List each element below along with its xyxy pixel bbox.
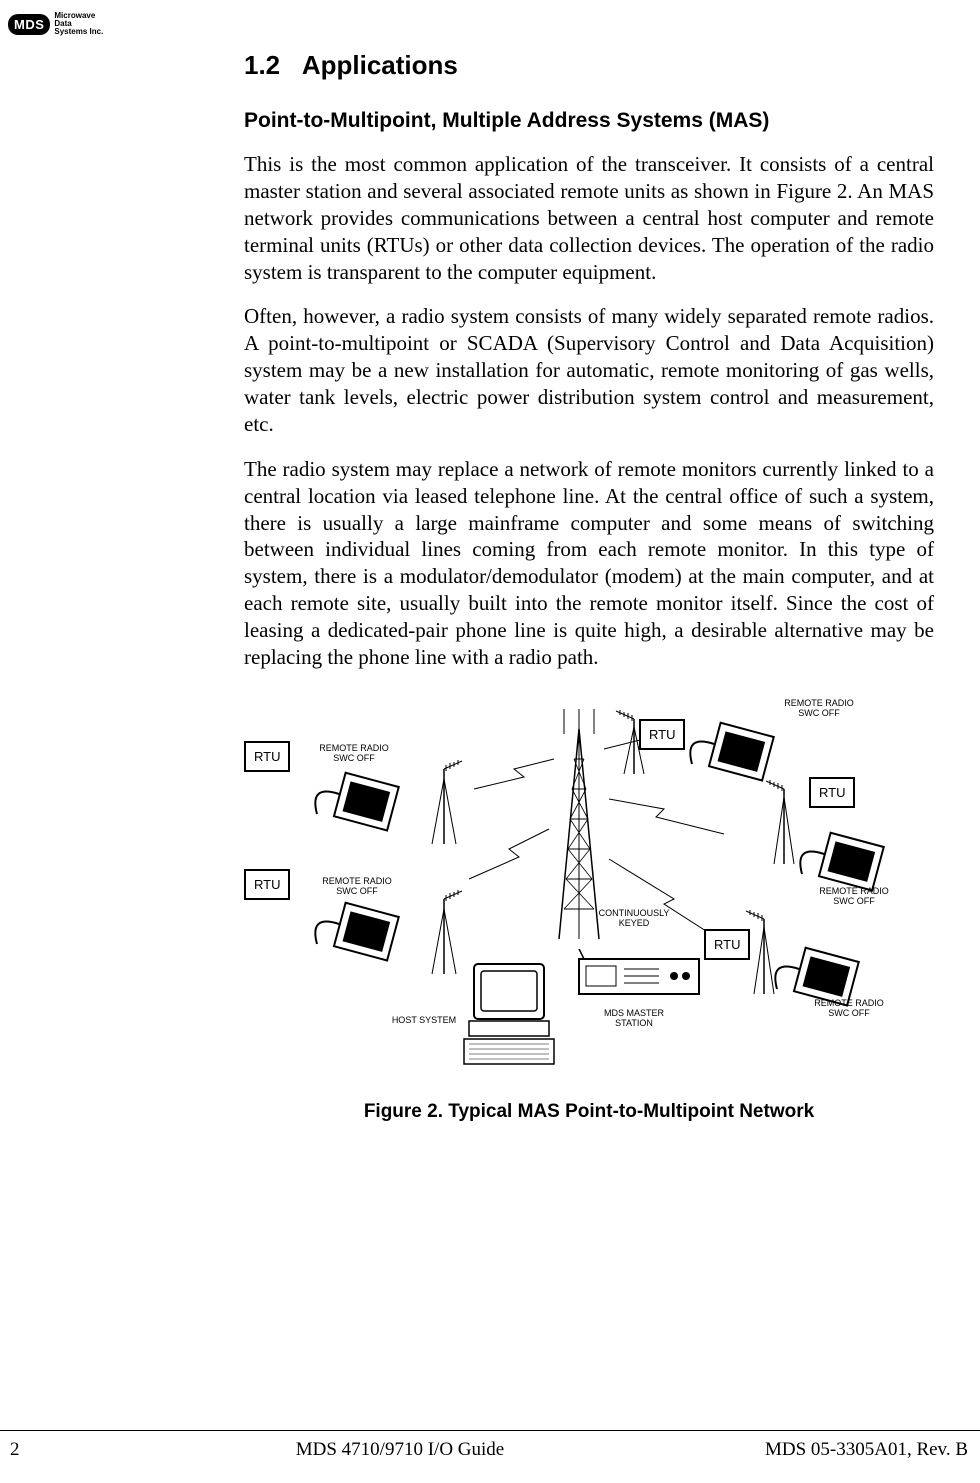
logo-tagline: Microwave Data Systems Inc. — [54, 12, 103, 36]
rtu-box: RTU — [244, 741, 290, 772]
remote-radio-label: REMOTE RADIOSWC OFF — [774, 699, 864, 719]
host-computer-icon — [459, 959, 559, 1069]
page-footer: 2 MDS 4710/9710 I/O Guide MDS 05-3305A01… — [0, 1430, 980, 1461]
master-station-icon — [574, 949, 704, 1004]
footer-revision: MDS 05-3305A01, Rev. B — [720, 1439, 980, 1461]
figure-caption: Figure 2. Typical MAS Point-to-Multipoin… — [244, 1101, 934, 1123]
yagi-antenna-icon — [424, 879, 464, 979]
company-logo: MDS Microwave Data Systems Inc. — [8, 12, 103, 36]
yagi-antenna-icon — [764, 769, 804, 869]
logo-badge: MDS — [8, 14, 50, 35]
section-heading: 1.2 Applications — [244, 50, 934, 81]
figure-2-diagram: RTU RTU RTU RTU RTU — [244, 699, 924, 1089]
yagi-antenna-icon — [424, 749, 464, 849]
host-system-label: HOST SYSTEM — [384, 1016, 464, 1026]
page-number: 2 — [0, 1439, 80, 1461]
rtu-box: RTU — [244, 869, 290, 900]
remote-radio-icon — [314, 764, 424, 844]
page-content: 1.2 Applications Point-to-Multipoint, Mu… — [244, 50, 934, 1123]
remote-radio-label: REMOTE RADIOSWC OFF — [809, 887, 899, 907]
remote-radio-label: REMOTE RADIOSWC OFF — [804, 999, 894, 1019]
paragraph-3: The radio system may replace a network o… — [244, 456, 934, 671]
remote-radio-icon — [314, 894, 424, 974]
remote-radio-label: REMOTE RADIOSWC OFF — [312, 877, 402, 897]
yagi-antenna-icon — [744, 899, 784, 999]
subsection-heading: Point-to-Multipoint, Multiple Address Sy… — [244, 109, 934, 133]
paragraph-1: This is the most common application of t… — [244, 151, 934, 285]
remote-radio-label: REMOTE RADIOSWC OFF — [309, 744, 399, 764]
rtu-box: RTU — [809, 777, 855, 808]
paragraph-2: Often, however, a radio system consists … — [244, 303, 934, 437]
footer-title: MDS 4710/9710 I/O Guide — [80, 1439, 720, 1461]
continuously-keyed-label: CONTINUOUSLYKEYED — [589, 909, 679, 929]
master-station-label: MDS MASTERSTATION — [594, 1009, 674, 1029]
yagi-antenna-icon — [614, 699, 654, 779]
